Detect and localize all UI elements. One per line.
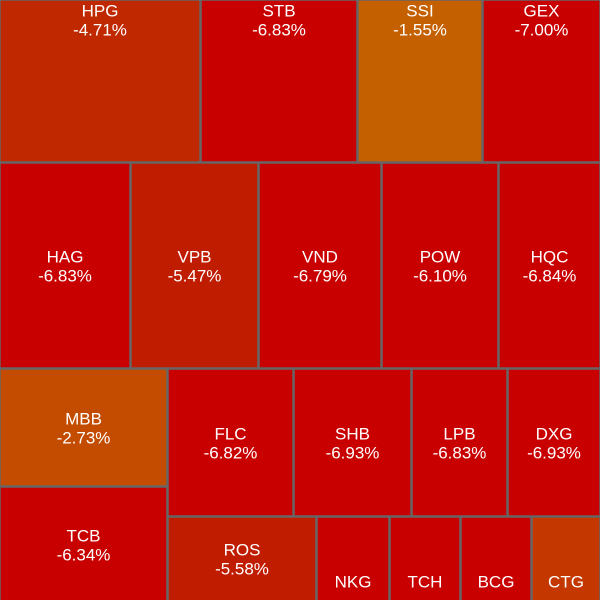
tile-change: -4.71%: [73, 20, 127, 39]
tile-change: -6.10%: [413, 266, 467, 285]
tile: [130, 162, 259, 369]
tile: [258, 162, 382, 369]
tile-change: -5.47%: [168, 266, 222, 285]
tile-name: NKG: [335, 572, 372, 591]
tile: [531, 516, 600, 600]
tile: [357, 0, 483, 163]
tile: [293, 368, 412, 517]
tile-name: TCB: [67, 526, 101, 545]
tile: [482, 0, 600, 163]
tile-change: -6.84%: [523, 266, 577, 285]
tile-name: ROS: [224, 540, 261, 559]
tile: [389, 516, 461, 600]
tile-name: HAG: [47, 247, 84, 266]
tile: [316, 516, 390, 600]
tile-name: TCH: [408, 572, 443, 591]
tile-change: -6.83%: [38, 266, 92, 285]
tile: [0, 368, 168, 487]
tile: [167, 368, 294, 517]
tile: [0, 486, 168, 600]
tile: [460, 516, 532, 600]
tile-name: STB: [262, 1, 295, 20]
tile-name: CTG: [548, 572, 584, 591]
tile: [498, 162, 600, 369]
tile-name: HPG: [82, 1, 119, 20]
tile-change: -6.79%: [293, 266, 347, 285]
tile-change: -6.34%: [57, 545, 111, 564]
tile: [0, 0, 201, 163]
tile-name: SHB: [335, 424, 370, 443]
tile-change: -6.93%: [527, 443, 581, 462]
tile: [167, 516, 317, 600]
tile: [507, 368, 600, 517]
tile-name: FLC: [214, 424, 246, 443]
tile-change: -6.82%: [204, 443, 258, 462]
tile-name: VND: [302, 247, 338, 266]
tile-name: VPB: [177, 247, 211, 266]
tile-change: -1.55%: [393, 20, 447, 39]
tile: [0, 162, 131, 369]
tile-change: -7.00%: [515, 20, 569, 39]
tile-change: -5.58%: [215, 559, 269, 578]
tile-name: SSI: [406, 1, 433, 20]
tile-name: GEX: [524, 1, 560, 20]
tile-name: POW: [420, 247, 461, 266]
tile-name: BCG: [478, 572, 515, 591]
tile: [381, 162, 499, 369]
tile-name: DXG: [536, 424, 573, 443]
tile-name: LPB: [443, 424, 475, 443]
tile-change: -6.83%: [433, 443, 487, 462]
tile: [411, 368, 508, 517]
tile-change: -6.83%: [252, 20, 306, 39]
tile-name: MBB: [65, 409, 102, 428]
tile-change: -2.73%: [57, 428, 111, 447]
tile: [200, 0, 358, 163]
tile-name: HQC: [531, 247, 569, 266]
tile-change: -6.93%: [326, 443, 380, 462]
